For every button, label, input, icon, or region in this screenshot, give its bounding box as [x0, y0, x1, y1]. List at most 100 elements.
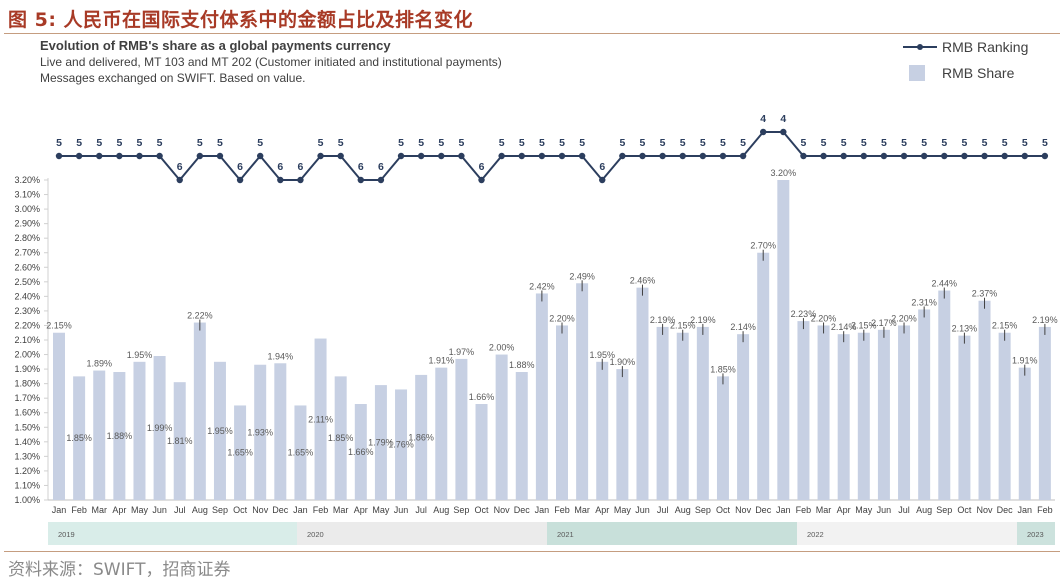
share-bar — [716, 376, 729, 500]
rank-point — [961, 152, 968, 160]
rank-point — [156, 152, 163, 160]
figure-caption: 图 5: 人民币在国际支付体系中的金额占比及排名变化 — [8, 9, 474, 31]
rank-point — [116, 152, 123, 160]
rank-point — [55, 152, 63, 160]
share-label: 2.44% — [932, 279, 958, 289]
x-tick-label: Jan — [1018, 505, 1033, 515]
rank-label: 5 — [197, 137, 203, 149]
share-bar — [535, 293, 548, 500]
year-band — [547, 522, 797, 545]
rank-point — [377, 176, 385, 184]
rank-point — [578, 152, 586, 160]
share-bar — [475, 404, 488, 500]
share-bar — [294, 405, 307, 500]
y-tick-label: 3.00% — [14, 204, 40, 214]
share-label: 1.91% — [1012, 356, 1038, 366]
share-bar — [636, 287, 649, 500]
share-bar — [374, 385, 387, 500]
share-bar — [898, 325, 911, 500]
share-label: 1.99% — [147, 423, 173, 433]
share-label: 1.91% — [429, 356, 455, 366]
x-tick-label: Mar — [333, 505, 349, 515]
rank-point — [760, 128, 767, 136]
share-bar — [314, 338, 327, 500]
share-bar — [53, 332, 65, 500]
share-label: 1.88% — [509, 360, 535, 370]
rank-point — [599, 176, 606, 184]
x-tick-label: May — [855, 505, 873, 515]
rank-point — [920, 152, 928, 160]
y-tick-label: 2.80% — [14, 233, 40, 243]
rank-point — [900, 152, 908, 160]
rank-point — [699, 152, 707, 160]
rank-label: 5 — [680, 137, 686, 149]
rank-label: 5 — [640, 137, 646, 149]
rank-point — [981, 152, 988, 160]
share-bar — [676, 332, 689, 500]
share-bar — [576, 283, 589, 500]
rank-label: 5 — [579, 137, 585, 149]
ranking-series: 5 5 5 5 5 5 6 5 5 6 5 6 6 5 5 6 6 5 5 5 5 6 5 5 5 5 5 6 5 5 5 5 5 5 5 4 4 5 5 5… — [55, 113, 1049, 184]
rank-label: 5 — [740, 137, 746, 149]
share-label: 1.66% — [348, 447, 374, 457]
share-bar — [395, 389, 408, 500]
rank-point — [860, 152, 867, 160]
y-tick-label: 1.20% — [14, 466, 40, 476]
x-tick-label: Sep — [212, 505, 228, 515]
share-bar — [354, 404, 367, 500]
y-tick-label: 1.90% — [14, 364, 40, 374]
rank-label: 5 — [157, 137, 163, 149]
share-label: 2.42% — [529, 281, 555, 291]
share-label: 2.13% — [952, 324, 978, 334]
rank-point — [840, 152, 847, 160]
y-tick-label: 1.70% — [14, 393, 40, 403]
share-label: 2.19% — [690, 315, 716, 325]
rank-point — [659, 152, 666, 160]
rank-point — [498, 152, 505, 160]
share-label: 2.20% — [811, 313, 837, 323]
rank-point — [96, 152, 103, 160]
share-bar — [817, 325, 830, 500]
share-label: 1.66% — [469, 392, 495, 402]
x-tick-label: Aug — [916, 505, 932, 515]
share-label: 1.65% — [288, 448, 314, 458]
rank-label: 5 — [338, 137, 344, 149]
legend-dot-marker — [917, 44, 923, 50]
share-bar — [173, 382, 186, 500]
x-tick-label: Nov — [977, 505, 994, 515]
x-tick-label: Mar — [91, 505, 107, 515]
chart-subtitle-line-1: Live and delivered, MT 103 and MT 202 (C… — [40, 55, 502, 69]
y-tick-label: 1.60% — [14, 408, 40, 418]
rank-label: 5 — [941, 137, 947, 149]
rank-point — [800, 152, 807, 160]
share-label: 1.86% — [408, 432, 434, 442]
share-label: 1.89% — [86, 359, 112, 369]
rank-label: 5 — [398, 137, 404, 149]
share-labels: 2.15% 1.85% 1.89% 1.88% 1.95% 1.99% 1.81% 2.22%… — [46, 168, 1057, 458]
share-bar — [757, 252, 770, 500]
share-bar — [556, 325, 568, 500]
share-bar — [656, 326, 669, 500]
legend-item-rmb-ranking: RMB Ranking — [900, 38, 1060, 56]
y-tick-label: 2.40% — [14, 291, 40, 301]
rank-point — [820, 152, 827, 160]
x-tick-label: Oct — [716, 505, 731, 515]
x-tick-label: Feb — [554, 505, 570, 515]
share-bar — [334, 376, 347, 500]
x-tick-label: Oct — [233, 505, 248, 515]
rank-label: 6 — [298, 161, 304, 173]
x-tick-label: Jun — [394, 505, 409, 515]
share-label: 2.23% — [791, 309, 817, 319]
year-band — [797, 522, 1017, 545]
rank-point — [739, 152, 747, 160]
share-label: 2.20% — [891, 313, 917, 323]
share-label: 2.31% — [911, 297, 937, 307]
share-label: 3.20% — [771, 168, 797, 178]
share-bar — [938, 290, 951, 500]
y-tick-label: 1.00% — [14, 495, 40, 505]
share-label: 2.19% — [650, 315, 676, 325]
share-label: 2.15% — [992, 321, 1018, 331]
share-label: 1.76% — [388, 440, 414, 450]
rank-label: 5 — [458, 137, 464, 149]
share-bar — [213, 361, 226, 500]
